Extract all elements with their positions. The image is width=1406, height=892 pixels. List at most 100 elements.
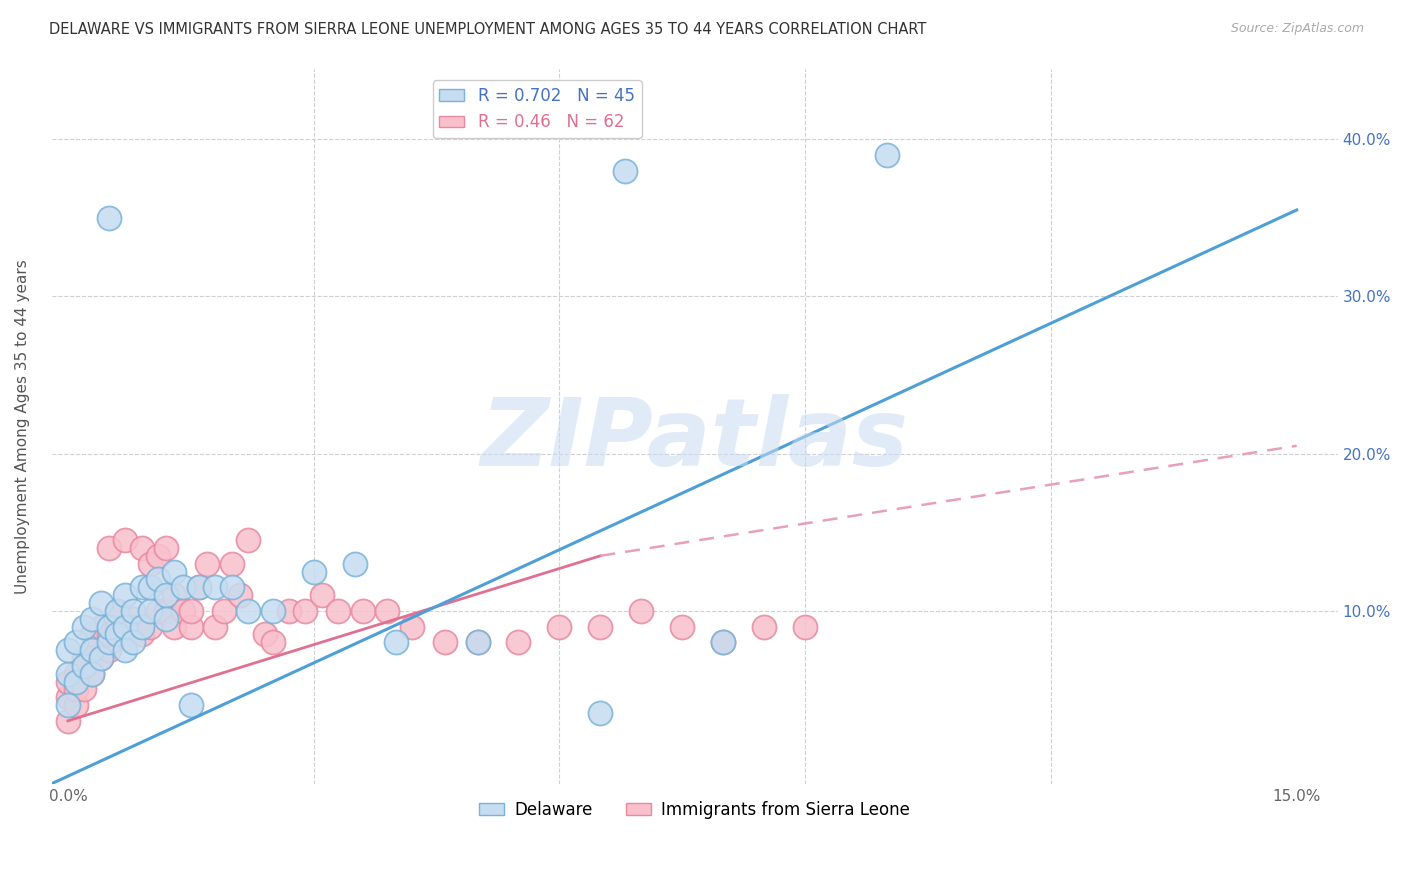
Point bbox=[146, 573, 169, 587]
Point bbox=[146, 549, 169, 563]
Point bbox=[377, 604, 399, 618]
Point bbox=[467, 635, 489, 649]
Point bbox=[180, 619, 202, 633]
Point bbox=[65, 666, 87, 681]
Point bbox=[114, 619, 136, 633]
Point bbox=[253, 627, 276, 641]
Point bbox=[56, 674, 79, 689]
Point bbox=[262, 635, 284, 649]
Point bbox=[90, 651, 112, 665]
Point bbox=[163, 565, 186, 579]
Point bbox=[671, 619, 693, 633]
Point bbox=[589, 619, 612, 633]
Point bbox=[114, 627, 136, 641]
Point bbox=[97, 635, 120, 649]
Point bbox=[548, 619, 571, 633]
Point bbox=[97, 619, 120, 633]
Point bbox=[73, 682, 96, 697]
Point bbox=[204, 619, 226, 633]
Point bbox=[467, 635, 489, 649]
Point bbox=[155, 588, 177, 602]
Point bbox=[155, 541, 177, 555]
Point bbox=[188, 580, 211, 594]
Point bbox=[56, 698, 79, 713]
Point bbox=[56, 690, 79, 705]
Point bbox=[180, 698, 202, 713]
Point bbox=[294, 604, 316, 618]
Point bbox=[114, 588, 136, 602]
Point bbox=[229, 588, 252, 602]
Point bbox=[212, 604, 235, 618]
Point bbox=[114, 533, 136, 547]
Text: ZIPatlas: ZIPatlas bbox=[481, 394, 908, 486]
Point bbox=[131, 619, 153, 633]
Point bbox=[122, 604, 145, 618]
Point bbox=[155, 604, 177, 618]
Point bbox=[711, 635, 734, 649]
Point bbox=[613, 163, 636, 178]
Text: DELAWARE VS IMMIGRANTS FROM SIERRA LEONE UNEMPLOYMENT AMONG AGES 35 TO 44 YEARS : DELAWARE VS IMMIGRANTS FROM SIERRA LEONE… bbox=[49, 22, 927, 37]
Point bbox=[328, 604, 350, 618]
Point bbox=[90, 596, 112, 610]
Point bbox=[65, 698, 87, 713]
Point bbox=[122, 635, 145, 649]
Point bbox=[122, 619, 145, 633]
Point bbox=[122, 612, 145, 626]
Point bbox=[195, 557, 218, 571]
Point bbox=[65, 635, 87, 649]
Point bbox=[114, 643, 136, 657]
Point bbox=[146, 604, 169, 618]
Point bbox=[401, 619, 423, 633]
Point bbox=[236, 533, 259, 547]
Point bbox=[172, 604, 194, 618]
Point bbox=[163, 588, 186, 602]
Point bbox=[754, 619, 776, 633]
Point bbox=[56, 714, 79, 728]
Point bbox=[139, 619, 162, 633]
Point bbox=[139, 604, 162, 618]
Point bbox=[711, 635, 734, 649]
Point bbox=[384, 635, 406, 649]
Point bbox=[630, 604, 652, 618]
Point bbox=[56, 666, 79, 681]
Point bbox=[262, 604, 284, 618]
Point bbox=[131, 541, 153, 555]
Point bbox=[221, 580, 243, 594]
Legend: Delaware, Immigrants from Sierra Leone: Delaware, Immigrants from Sierra Leone bbox=[472, 794, 917, 825]
Point bbox=[73, 658, 96, 673]
Point bbox=[97, 541, 120, 555]
Point bbox=[73, 658, 96, 673]
Point bbox=[73, 619, 96, 633]
Point bbox=[105, 604, 128, 618]
Point bbox=[105, 604, 128, 618]
Point bbox=[139, 557, 162, 571]
Point bbox=[82, 666, 104, 681]
Text: Source: ZipAtlas.com: Source: ZipAtlas.com bbox=[1230, 22, 1364, 36]
Point bbox=[82, 627, 104, 641]
Point bbox=[180, 604, 202, 618]
Point bbox=[105, 619, 128, 633]
Point bbox=[433, 635, 456, 649]
Point bbox=[97, 643, 120, 657]
Point bbox=[82, 643, 104, 657]
Point bbox=[82, 612, 104, 626]
Point bbox=[65, 674, 87, 689]
Point bbox=[311, 588, 333, 602]
Point bbox=[82, 643, 104, 657]
Point bbox=[65, 682, 87, 697]
Point bbox=[97, 627, 120, 641]
Point bbox=[90, 619, 112, 633]
Point bbox=[876, 148, 898, 162]
Point bbox=[172, 580, 194, 594]
Point bbox=[139, 580, 162, 594]
Point bbox=[82, 666, 104, 681]
Point bbox=[163, 619, 186, 633]
Point bbox=[90, 651, 112, 665]
Point bbox=[155, 612, 177, 626]
Point bbox=[236, 604, 259, 618]
Point bbox=[278, 604, 301, 618]
Y-axis label: Unemployment Among Ages 35 to 44 years: Unemployment Among Ages 35 to 44 years bbox=[15, 259, 30, 593]
Point bbox=[131, 627, 153, 641]
Point bbox=[188, 580, 211, 594]
Point bbox=[105, 627, 128, 641]
